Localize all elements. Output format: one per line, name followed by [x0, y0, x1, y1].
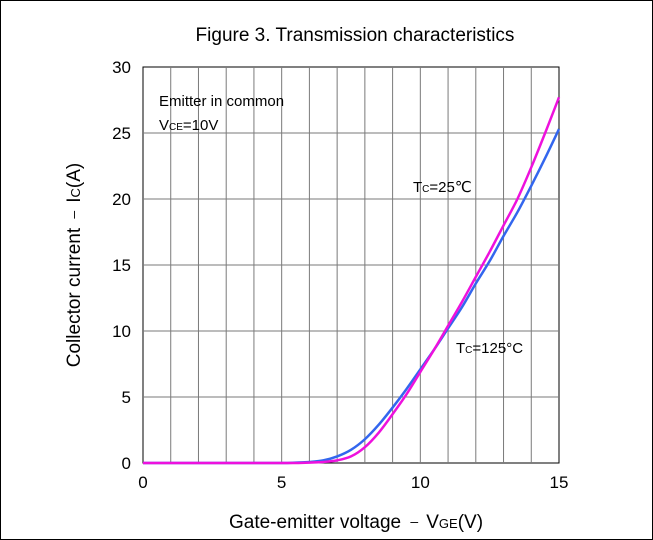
- x-tick-label: 15: [550, 473, 569, 492]
- y-tick-label: 30: [112, 58, 131, 77]
- y-axis-label: Collector current –IC(A): [64, 163, 85, 367]
- grid-lines: [143, 67, 559, 463]
- y-tick-label: 25: [112, 124, 131, 143]
- y-tick-label: 0: [122, 454, 131, 473]
- series-label-125c: TC=125°C: [456, 340, 523, 357]
- x-tick-label: 0: [138, 473, 147, 492]
- y-tick-label: 15: [112, 256, 131, 275]
- y-tick-label: 10: [112, 322, 131, 341]
- annotation-line1: Emitter in common: [159, 93, 284, 110]
- y-tick-label: 20: [112, 190, 131, 209]
- series-line-25c: [143, 96, 561, 465]
- tick-labels: 0 5 10 15 0 5 10 15 20 25 30: [112, 58, 568, 492]
- series-label-25c: TC=25℃: [413, 179, 472, 196]
- annotation-line2: VCE=10V: [159, 117, 218, 134]
- y-tick-label: 5: [122, 388, 131, 407]
- chart-title: Figure 3. Transmission characteristics: [196, 25, 515, 46]
- x-tick-label: 10: [411, 473, 430, 492]
- series-group: [143, 96, 561, 465]
- x-axis-label: Gate-emitter voltage – VGE(V): [229, 512, 483, 533]
- x-tick-label: 5: [277, 473, 286, 492]
